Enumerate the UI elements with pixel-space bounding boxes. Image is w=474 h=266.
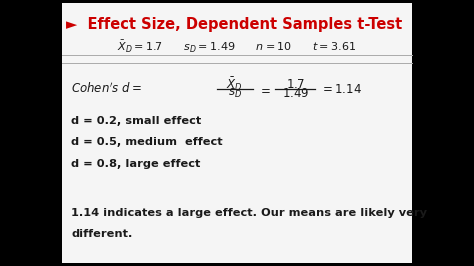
FancyBboxPatch shape <box>62 3 412 56</box>
Text: $\bar{X}_D = 1.7 \qquad s_D = 1.49 \qquad n = 10 \qquad t = 3.61$: $\bar{X}_D = 1.7 \qquad s_D = 1.49 \qqua… <box>118 39 356 55</box>
Text: ►  Effect Size, Dependent Samples t-Test: ► Effect Size, Dependent Samples t-Test <box>66 17 402 32</box>
Text: different.: different. <box>71 229 132 239</box>
Text: $=$: $=$ <box>258 83 271 95</box>
Text: d = 0.2, small effect: d = 0.2, small effect <box>71 116 201 126</box>
Text: d = 0.8, large effect: d = 0.8, large effect <box>71 159 201 169</box>
FancyBboxPatch shape <box>62 3 412 263</box>
Text: $= 1.14$: $= 1.14$ <box>320 83 362 95</box>
Text: d = 0.5, medium  effect: d = 0.5, medium effect <box>71 137 223 147</box>
Text: $\mathit{Cohen's\ d} =$: $\mathit{Cohen's\ d} =$ <box>71 82 142 96</box>
Text: $s_D$: $s_D$ <box>228 87 242 101</box>
Text: 1.14 indicates a large effect. Our means are likely very: 1.14 indicates a large effect. Our means… <box>71 208 427 218</box>
Text: $1.49$: $1.49$ <box>282 88 309 100</box>
Text: $1.7$: $1.7$ <box>286 78 305 91</box>
Text: $\bar{X}_D$: $\bar{X}_D$ <box>226 76 243 93</box>
